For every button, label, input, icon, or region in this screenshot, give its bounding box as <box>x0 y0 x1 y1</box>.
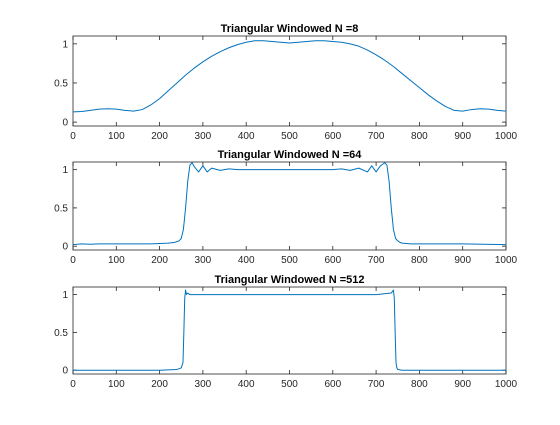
x-tick-label: 900 <box>454 255 471 266</box>
subplot-2: 0 100 200 300 400 500 600 700 800 900 1000 0 0.5 1 Tri… <box>54 149 517 266</box>
x-tick-label: 100 <box>108 131 125 142</box>
x-tick-label: 600 <box>324 379 341 390</box>
y-tick-label: 1 <box>62 290 68 301</box>
x-tick-label: 0 <box>70 131 76 142</box>
x-tick-label: 900 <box>454 379 471 390</box>
x-tick-label: 800 <box>411 379 428 390</box>
subplot-title: Triangular Windowed N =64 <box>218 149 363 161</box>
x-tick-label: 200 <box>151 379 168 390</box>
x-tick-label: 200 <box>151 255 168 266</box>
x-tick-label: 100 <box>108 255 125 266</box>
x-tick-label: 400 <box>238 379 255 390</box>
x-tick-label: 900 <box>454 131 471 142</box>
x-tick-label: 500 <box>281 131 298 142</box>
axes-box <box>72 35 507 127</box>
x-tick-label: 500 <box>281 379 298 390</box>
subplot-1: 0 100 200 300 400 500 600 700 800 900 1000 0 0.5 1 Tri… <box>54 23 517 142</box>
x-tick-label: 700 <box>368 255 385 266</box>
x-tick-label: 0 <box>70 255 76 266</box>
x-tick-label: 800 <box>411 131 428 142</box>
x-tick-label: 600 <box>324 131 341 142</box>
x-tick-label: 700 <box>368 131 385 142</box>
x-tick-label: 600 <box>324 255 341 266</box>
x-tick-label: 300 <box>195 379 212 390</box>
y-tick-label: 0.5 <box>54 203 68 214</box>
y-tick-label: 0.5 <box>54 78 68 89</box>
y-tick-label: 0.5 <box>54 328 68 339</box>
subplot-title: Triangular Windowed N =512 <box>215 274 365 286</box>
subplot-3: 0 100 200 300 400 500 600 700 800 900 1000 0 0.5 1 Tri… <box>54 274 517 390</box>
subplot-title: Triangular Windowed N =8 <box>221 23 359 35</box>
x-tick-label: 100 <box>108 379 125 390</box>
x-tick-label: 300 <box>195 131 212 142</box>
x-tick-label: 1000 <box>495 255 518 266</box>
x-tick-label: 200 <box>151 131 168 142</box>
x-tick-label: 400 <box>238 131 255 142</box>
x-tick-label: 800 <box>411 255 428 266</box>
x-tick-label: 0 <box>70 379 76 390</box>
axes-box <box>72 286 507 375</box>
axes-box <box>72 161 507 251</box>
x-tick-label: 1000 <box>495 131 518 142</box>
y-tick-label: 0 <box>62 118 68 129</box>
x-tick-label: 700 <box>368 379 385 390</box>
y-tick-label: 1 <box>62 165 68 176</box>
x-tick-label: 400 <box>238 255 255 266</box>
x-tick-label: 300 <box>195 255 212 266</box>
y-tick-label: 0 <box>62 242 68 253</box>
series-line <box>73 289 506 371</box>
x-tick-label: 1000 <box>495 379 518 390</box>
y-tick-label: 1 <box>62 39 68 50</box>
x-tick-label: 500 <box>281 255 298 266</box>
series-line <box>72 162 507 246</box>
series-line <box>72 40 507 113</box>
y-tick-label: 0 <box>62 366 68 377</box>
